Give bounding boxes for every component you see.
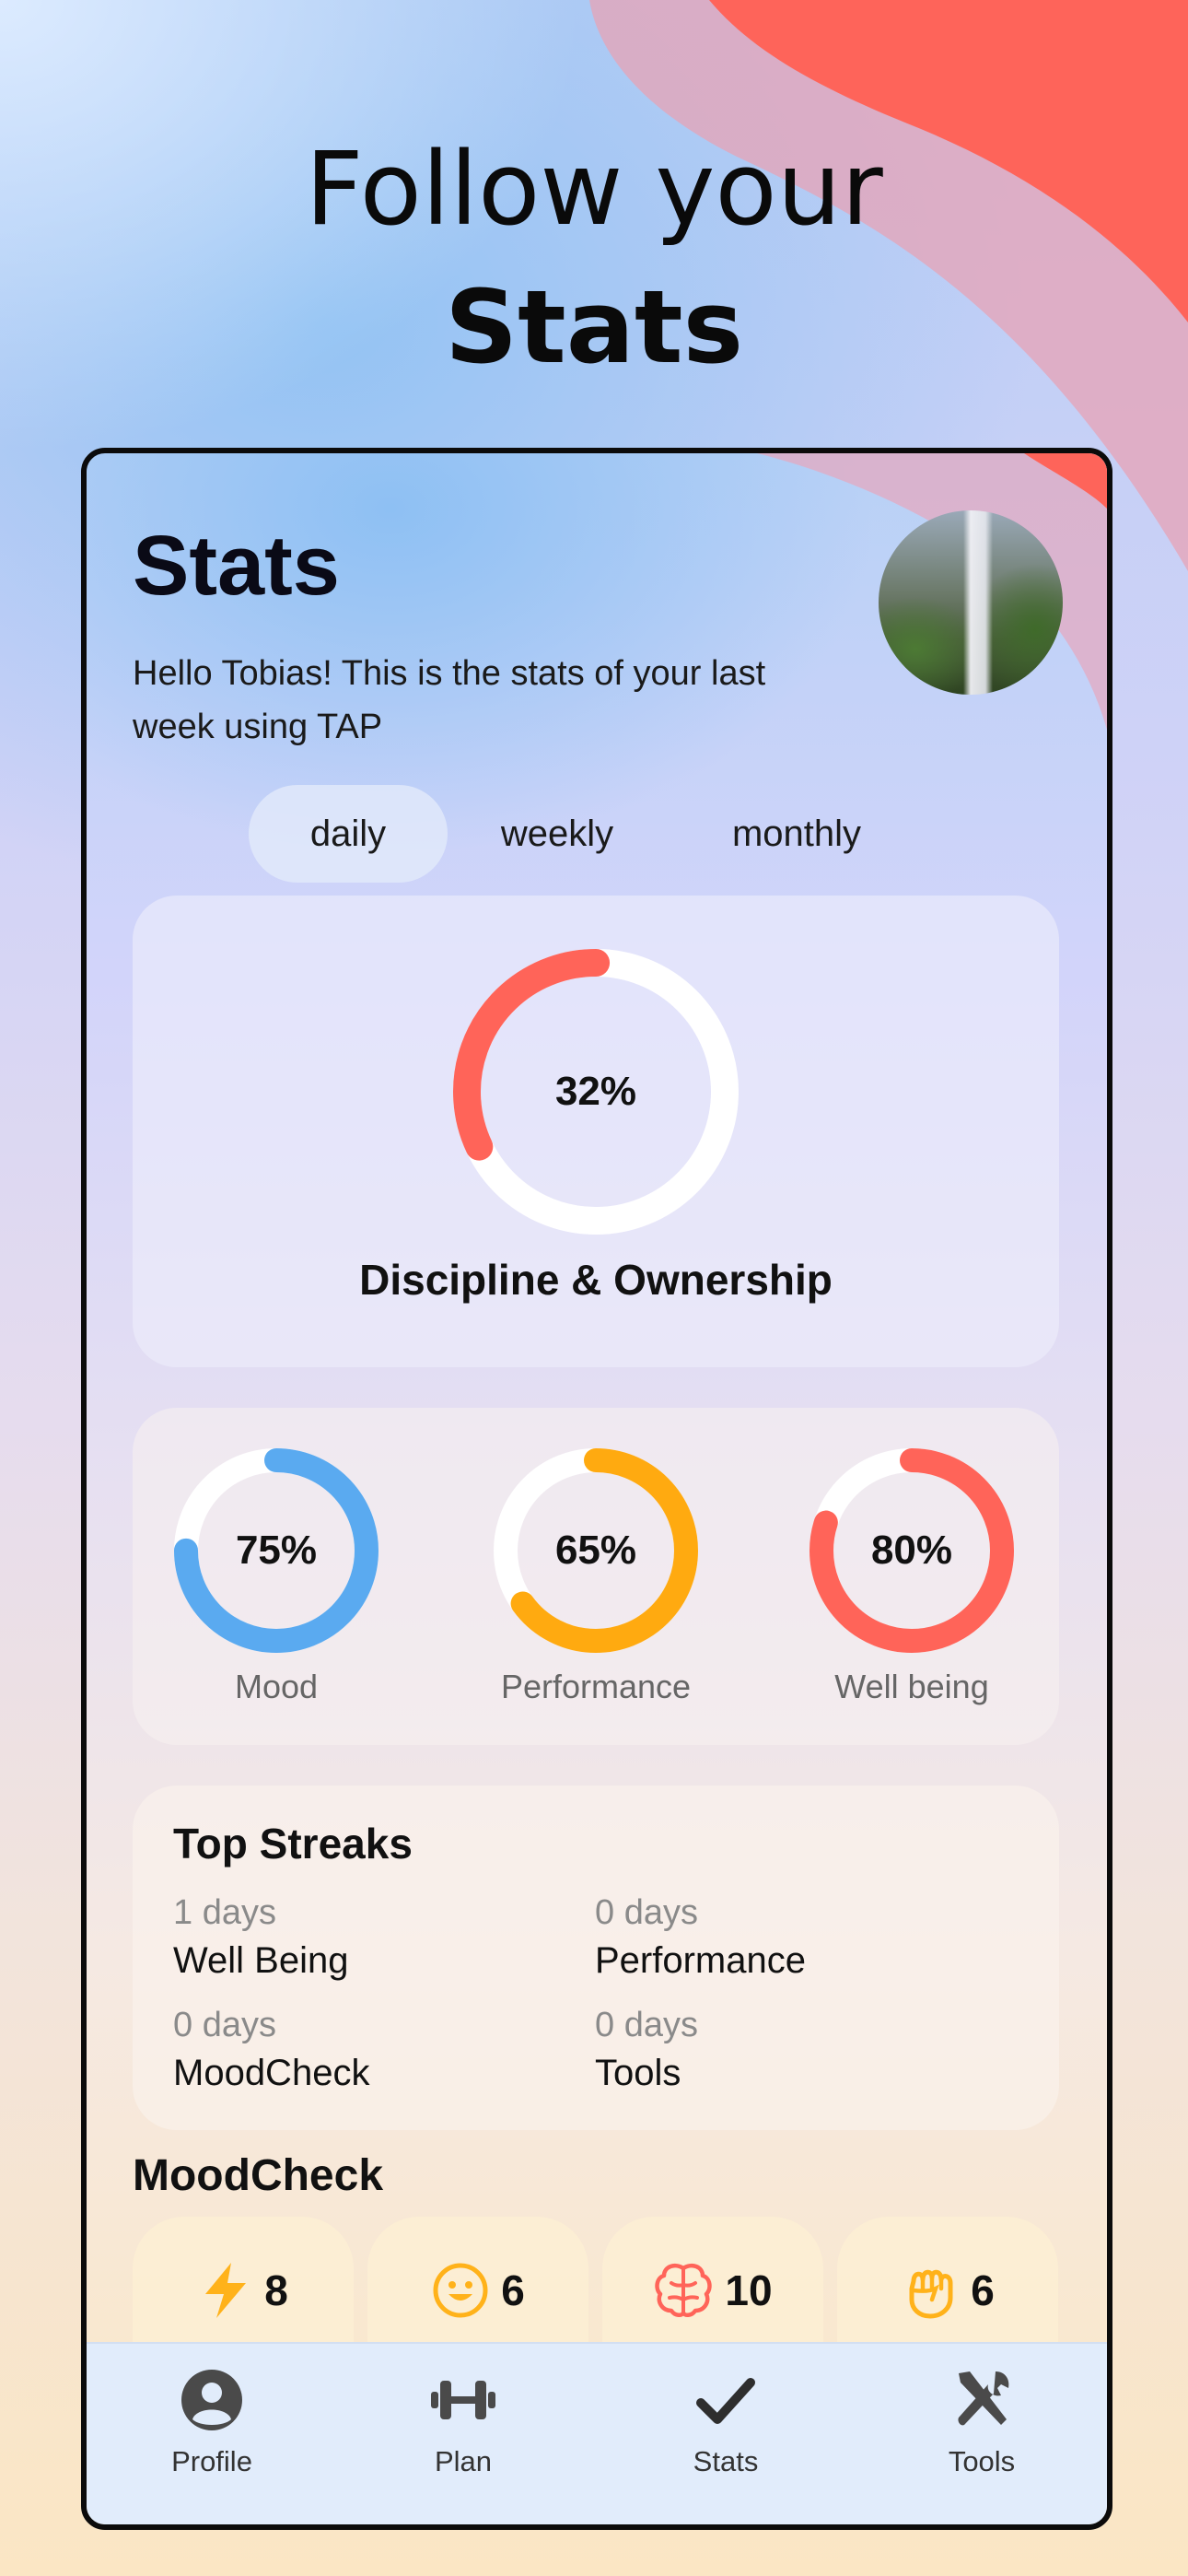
- tab-daily[interactable]: daily: [249, 785, 448, 883]
- streak-name: Tools: [595, 2053, 681, 2093]
- mood-stat[interactable]: 75% Mood: [166, 1446, 387, 1706]
- discipline-card[interactable]: 32% Discipline & Ownership: [133, 896, 1059, 1367]
- profile-icon: [181, 2370, 242, 2430]
- performance-label: Performance: [500, 1668, 692, 1705]
- fist-icon: [909, 2269, 953, 2319]
- streak-performance[interactable]: 0 days Performance: [595, 1889, 806, 1985]
- period-tabs: daily weekly monthly: [249, 785, 949, 883]
- mood-chip-value: 10: [725, 2266, 773, 2314]
- streak-days: 0 days: [595, 1893, 698, 1932]
- streak-days: 1 days: [173, 1893, 276, 1932]
- avatar[interactable]: [879, 510, 1063, 695]
- mood-chip-value: 6: [971, 2266, 995, 2314]
- nav-label: Tools: [948, 2445, 1016, 2477]
- wellbeing-stat[interactable]: 80% Well being: [801, 1446, 1022, 1706]
- nav-label: Profile: [171, 2445, 252, 2477]
- nav-tools[interactable]: Tools: [890, 2368, 1074, 2478]
- brain-icon: [655, 2264, 713, 2317]
- discipline-ring: [453, 949, 739, 1235]
- streak-days: 0 days: [173, 2006, 276, 2044]
- lightning-icon: [205, 2263, 247, 2318]
- nav-plan[interactable]: Plan: [371, 2368, 555, 2478]
- mood-ring: [174, 1448, 379, 1653]
- headline: Follow your Stats: [0, 120, 1188, 396]
- screen-blob: [757, 453, 1107, 730]
- top-streaks-card: Top Streaks 1 days Well Being 0 days Per…: [133, 1786, 1059, 2130]
- nav-label: Plan: [434, 2445, 493, 2477]
- phone-screen: Stats Hello Tobias! This is the stats of…: [81, 448, 1112, 2530]
- discipline-caption: Discipline & Ownership: [359, 1256, 833, 1304]
- streak-well-being[interactable]: 1 days Well Being: [173, 1889, 348, 1985]
- wellbeing-ring: [809, 1448, 1014, 1653]
- tab-weekly[interactable]: weekly: [500, 814, 614, 854]
- mood-chip-value: 8: [264, 2266, 288, 2314]
- nav-profile[interactable]: Profile: [120, 2368, 304, 2478]
- streak-name: MoodCheck: [173, 2053, 370, 2093]
- tools-icon: [958, 2371, 1009, 2426]
- streaks-title: Top Streaks: [173, 1820, 413, 1868]
- wellbeing-label: Well being: [834, 1668, 989, 1705]
- streak-days: 0 days: [595, 2006, 698, 2044]
- smile-icon: [433, 2263, 488, 2318]
- nav-label: Stats: [693, 2445, 759, 2477]
- streak-name: Well Being: [173, 1940, 349, 1981]
- streak-moodcheck[interactable]: 0 days MoodCheck: [173, 2001, 369, 2097]
- wellbeing-percent: 80%: [870, 1528, 953, 1573]
- performance-percent: 65%: [554, 1528, 637, 1573]
- mood-percent: 75%: [235, 1528, 318, 1573]
- mood-label: Mood: [234, 1668, 319, 1705]
- bottom-tab-bar: Profile Plan Stats Tools: [87, 2342, 1107, 2524]
- discipline-percent: 32%: [554, 1069, 637, 1114]
- check-icon: [696, 2378, 755, 2424]
- streak-tools[interactable]: 0 days Tools: [595, 2001, 698, 2097]
- tab-monthly[interactable]: monthly: [731, 814, 862, 854]
- performance-ring: [494, 1448, 698, 1653]
- mini-stats-card: 75% Mood 65% Performance 80% Well being: [133, 1408, 1059, 1745]
- mood-chip-value: 6: [501, 2266, 525, 2314]
- headline-line2: Stats: [444, 268, 744, 386]
- page-title: Stats: [133, 519, 340, 613]
- dumbbell-icon: [431, 2381, 495, 2419]
- headline-line1: Follow your: [305, 130, 883, 248]
- moodcheck-title: MoodCheck: [133, 2151, 384, 2200]
- streak-name: Performance: [595, 1940, 806, 1981]
- nav-stats[interactable]: Stats: [634, 2368, 818, 2478]
- performance-stat[interactable]: 65% Performance: [485, 1446, 706, 1706]
- greeting-text: Hello Tobias! This is the stats of your …: [133, 654, 766, 746]
